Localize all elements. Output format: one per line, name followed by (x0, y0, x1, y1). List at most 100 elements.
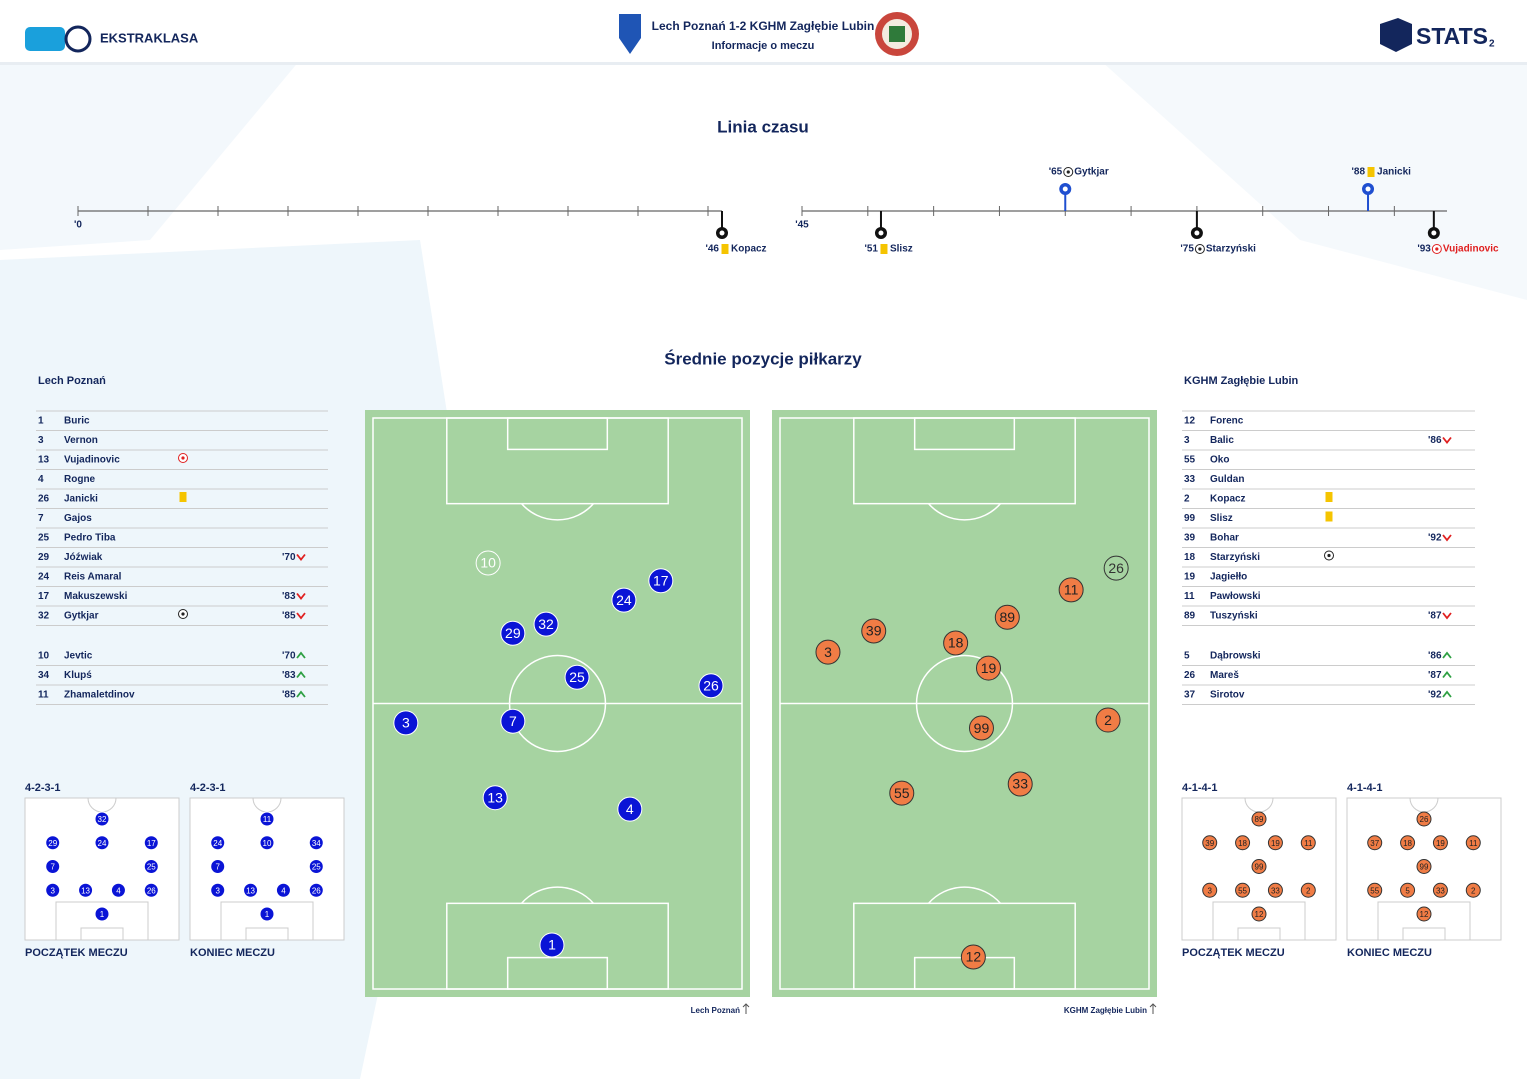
league-name: EKSTRAKLASA (100, 30, 199, 45)
player-number: 2 (1184, 494, 1190, 505)
sub-out-arrow (1442, 436, 1452, 444)
player-dot-number: 3 (50, 886, 55, 895)
player-dot-number: 3 (1207, 886, 1212, 895)
player-name: Jevtic (64, 651, 93, 662)
player-dot (1267, 882, 1283, 898)
player-dot-number: 3 (402, 715, 410, 731)
player-dot (943, 630, 969, 656)
event-minute: '65 (1049, 167, 1063, 178)
player-number: 10 (38, 651, 50, 662)
player-dot-number: 2 (1471, 886, 1476, 895)
sub-in-arrow (1442, 671, 1452, 679)
event-player: Gytkjar (1074, 167, 1109, 178)
player-dot (275, 882, 291, 898)
player-number: 37 (1184, 690, 1196, 701)
event-minute: '75 (1180, 244, 1194, 255)
player-dot (698, 673, 724, 699)
player-dot (1367, 882, 1383, 898)
player-number: 99 (1184, 513, 1196, 524)
sub-minute: '70 (282, 552, 296, 563)
event-player: Kopacz (731, 244, 767, 255)
player-dot (1251, 906, 1267, 922)
player-name: Starzyński (1210, 552, 1260, 563)
player-number: 19 (1184, 572, 1196, 583)
player-number: 34 (38, 670, 50, 681)
player-dot-number: 7 (50, 863, 55, 872)
player-dot (1465, 882, 1481, 898)
event-minute: '88 (1352, 167, 1366, 178)
player-number: 1 (38, 416, 44, 427)
player-name: Dąbrowski (1210, 651, 1261, 662)
player-dot (78, 882, 94, 898)
player-dot (968, 715, 994, 741)
player-name: Balic (1210, 435, 1234, 446)
player-number: 32 (38, 611, 50, 622)
player-dot-number: 1 (265, 910, 270, 919)
player-number: 12 (1184, 416, 1196, 427)
goal-icon-dot (181, 612, 185, 616)
player-number: 11 (1184, 591, 1195, 602)
player-dot-number: 19 (981, 660, 997, 676)
player-name: Makuszewski (64, 591, 128, 602)
event-pin-hole (1431, 230, 1437, 236)
player-number: 24 (38, 572, 50, 583)
player-dot-number: 13 (81, 886, 90, 895)
player-number: 18 (1184, 552, 1196, 563)
league-logo (25, 25, 92, 53)
player-name: Sirotov (1210, 690, 1245, 701)
player-dot (210, 859, 226, 874)
player-dot (1465, 835, 1481, 851)
event-pin-hole (719, 230, 725, 236)
player-dot-number: 55 (1370, 886, 1379, 895)
player-dot (259, 906, 275, 922)
player-dot-number: 19 (1271, 839, 1280, 848)
player-dot (1103, 555, 1129, 581)
team-name: Lech Poznań (38, 375, 106, 387)
player-dot-number: 26 (312, 886, 321, 895)
player-dot (960, 944, 986, 970)
player-name: Guldan (1210, 474, 1244, 485)
yellow-card-icon (179, 492, 187, 502)
player-name: Mareš (1210, 670, 1239, 681)
player-number: 89 (1184, 611, 1196, 622)
sub-minute: '92 (1428, 533, 1442, 544)
player-dot-number: 32 (98, 815, 107, 824)
player-name: Klupś (64, 670, 92, 681)
player-dot (1416, 906, 1432, 922)
direction-arrow (742, 1003, 750, 1014)
player-dot-number: 33 (1436, 886, 1445, 895)
player-dot-number: 19 (1436, 839, 1445, 848)
yellow-card-icon (1325, 511, 1333, 522)
pitch-line (915, 654, 1014, 753)
player-dot-number: 4 (626, 801, 634, 817)
player-number: 25 (38, 533, 50, 544)
sub-minute: '87 (1428, 611, 1442, 622)
player-dot-number: 4 (116, 886, 121, 895)
player-dot (1095, 707, 1121, 733)
player-dot-number: 34 (312, 839, 321, 848)
team-name: KGHM Zagłębie Lubin (1184, 375, 1299, 387)
sub-out-arrow (296, 553, 306, 561)
event-player: Starzyński (1206, 244, 1256, 255)
player-dot-number: 11 (263, 815, 272, 824)
player-dot-number: 24 (213, 839, 222, 848)
sub-minute: '85 (282, 611, 296, 622)
sub-in-arrow (296, 651, 306, 659)
stats-logo (1380, 18, 1412, 52)
player-dot (1400, 835, 1416, 851)
player-dot (815, 639, 841, 665)
player-name: Gytkjar (64, 611, 99, 622)
player-number: 11 (38, 690, 49, 701)
player-name: Pawłowski (1210, 591, 1261, 602)
player-dot-number: 3 (215, 886, 220, 895)
player-dot (45, 859, 61, 874)
player-dot-number: 26 (147, 886, 156, 895)
player-name: Vernon (64, 435, 98, 446)
player-number: 5 (1184, 651, 1190, 662)
player-name: Rogne (64, 474, 96, 485)
player-dot (994, 604, 1020, 630)
away-crest (875, 12, 919, 56)
player-dot-number: 29 (48, 839, 57, 848)
player-dot-number: 10 (480, 555, 496, 571)
sub-minute: '85 (282, 690, 296, 701)
